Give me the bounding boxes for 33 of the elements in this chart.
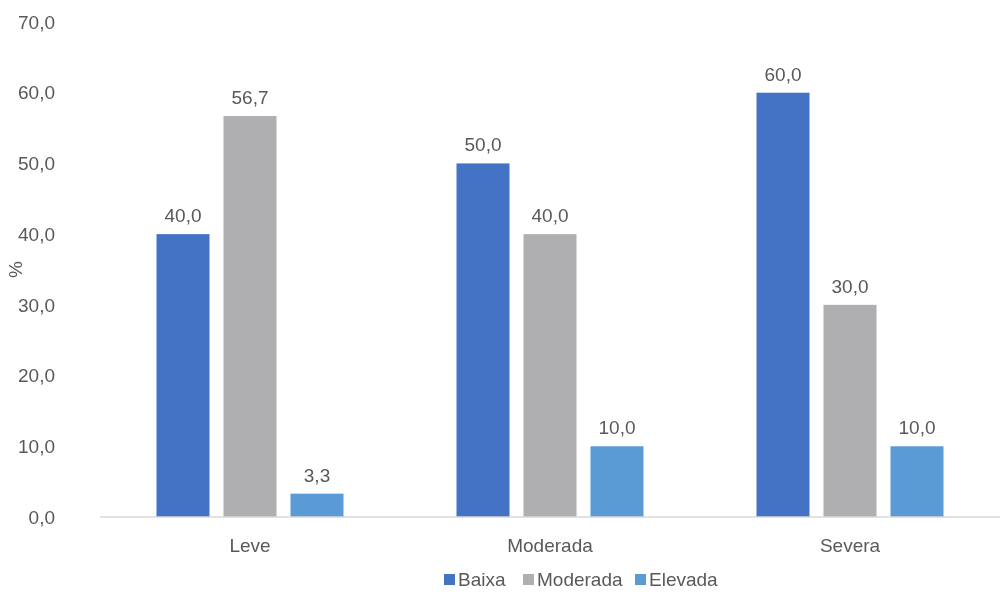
data-label: 30,0 <box>831 275 869 297</box>
data-label: 56,7 <box>231 87 269 109</box>
y-tick-label: 60,0 <box>18 82 55 104</box>
bar <box>523 234 577 517</box>
x-tick-label: Leve <box>229 535 271 556</box>
legend-label: Baixa <box>458 569 506 590</box>
data-label: 50,0 <box>464 134 502 156</box>
y-tick-label: 70,0 <box>18 11 55 33</box>
legend-label: Elevada <box>649 569 719 590</box>
data-label: 10,0 <box>898 417 936 439</box>
bar <box>890 446 944 517</box>
y-tick-label: 10,0 <box>18 435 55 457</box>
legend-label: Moderada <box>537 569 623 590</box>
data-label: 3,3 <box>303 464 331 486</box>
bar <box>590 446 644 517</box>
bar <box>223 116 277 517</box>
bar <box>290 493 344 517</box>
x-tick-label: Severa <box>819 535 881 556</box>
x-tick-label: Moderada <box>507 535 594 556</box>
y-tick-label: 0,0 <box>28 506 55 528</box>
data-label: 40,0 <box>164 205 202 227</box>
bar <box>823 304 877 517</box>
data-label: 60,0 <box>764 63 802 85</box>
y-tick-label: 30,0 <box>18 294 55 316</box>
y-tick-label: 20,0 <box>18 365 55 387</box>
data-label: 10,0 <box>598 417 636 439</box>
y-axis-title: % <box>5 260 26 278</box>
y-tick-label: 50,0 <box>18 153 55 175</box>
bar <box>456 163 510 517</box>
bar <box>756 92 810 517</box>
data-label: 40,0 <box>531 205 569 227</box>
y-tick-label: 40,0 <box>18 223 55 245</box>
bar <box>156 234 210 517</box>
